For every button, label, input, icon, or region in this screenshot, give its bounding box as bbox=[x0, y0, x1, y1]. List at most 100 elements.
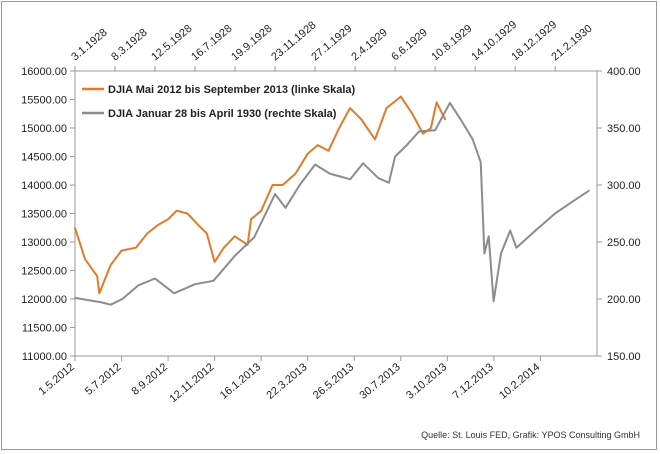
series-1-point bbox=[360, 118, 363, 121]
top-tick-label: 3.1.1928 bbox=[69, 27, 110, 64]
right-tick-label: 200.00 bbox=[607, 294, 641, 306]
series-2-point bbox=[234, 254, 236, 257]
series-2-point bbox=[449, 102, 451, 104]
series-1-point bbox=[435, 101, 438, 104]
source-note: Quelle: St. Louis FED, Grafik: YPOS Cons… bbox=[421, 430, 640, 440]
series-2-point bbox=[253, 236, 255, 239]
left-tick-label: 11500.00 bbox=[22, 323, 67, 335]
series-2-point bbox=[509, 229, 512, 232]
series-2-point bbox=[154, 277, 156, 280]
series-1-point bbox=[74, 227, 76, 229]
top-tick-label: 10.8.1929 bbox=[429, 23, 474, 64]
right-tick-label: 150.00 bbox=[607, 351, 641, 363]
series-2-point bbox=[194, 283, 196, 286]
series-1-point bbox=[374, 138, 376, 141]
left-tick-label: 15000.00 bbox=[21, 123, 67, 135]
series-1-point bbox=[385, 107, 388, 109]
series-group bbox=[74, 95, 590, 306]
series-1-point bbox=[84, 258, 86, 260]
series-2-point bbox=[487, 235, 490, 238]
series-1-point bbox=[223, 246, 225, 249]
series-1-point bbox=[260, 209, 263, 212]
series-1-point bbox=[167, 218, 169, 220]
right-tick-label: 250.00 bbox=[607, 237, 641, 249]
top-tick-label: 12.5.1928 bbox=[149, 23, 194, 64]
bottom-tick-label: 12.11.2012 bbox=[167, 361, 216, 405]
series-2-point bbox=[274, 193, 276, 195]
series-1-point bbox=[135, 246, 137, 249]
series-1-point bbox=[98, 292, 101, 295]
legend: DJIA Mai 2012 bis September 2013 (linke … bbox=[82, 84, 356, 120]
top-tick-label: 16.7.1928 bbox=[189, 23, 234, 64]
left-tick-label: 13000.00 bbox=[21, 237, 67, 249]
bottom-tick-label: 1.5.2012 bbox=[36, 361, 77, 398]
series-1-line bbox=[74, 95, 447, 295]
bottom-tick-label: 10.2.2014 bbox=[497, 361, 542, 402]
series-2-point bbox=[298, 184, 301, 186]
series-1-point bbox=[281, 184, 284, 186]
series-1-point bbox=[120, 249, 123, 252]
series-2-point bbox=[483, 252, 486, 255]
bottom-tick-label: 5.7.2012 bbox=[83, 361, 124, 398]
bottom-tick-label: 22.3.2013 bbox=[264, 361, 309, 402]
series-1-point bbox=[400, 95, 402, 98]
series-2-point bbox=[492, 300, 495, 303]
bottom-tick-label: 3.10.2013 bbox=[404, 361, 449, 402]
top-tick-label: 8.3.1928 bbox=[109, 27, 150, 64]
series-1-point bbox=[444, 118, 447, 121]
series-1-point bbox=[306, 152, 309, 155]
series-2-point bbox=[554, 212, 556, 215]
right-axis-ticks: 150.00 200.00 250.00 300.00 350.00 400.00 bbox=[597, 66, 641, 363]
series-1-point bbox=[430, 127, 432, 129]
bottom-tick-label: 30.7.2013 bbox=[358, 361, 403, 402]
series-1-point bbox=[422, 132, 424, 135]
series-1-point bbox=[271, 184, 274, 186]
left-tick-label: 14500.00 bbox=[21, 152, 67, 164]
series-1-point bbox=[233, 235, 236, 238]
series-1-point bbox=[186, 212, 189, 215]
series-1-point bbox=[146, 232, 149, 235]
left-tick-label: 12000.00 bbox=[21, 294, 67, 306]
series-2-point bbox=[515, 246, 518, 249]
series-1-point bbox=[110, 264, 112, 266]
series-2-point bbox=[329, 172, 331, 175]
series-2-point bbox=[388, 181, 390, 184]
series-2-point bbox=[434, 129, 436, 132]
bottom-tick-label: 7.12.2013 bbox=[451, 361, 496, 402]
series-2-point bbox=[137, 284, 140, 287]
series-2-point bbox=[500, 252, 502, 255]
series-2-point bbox=[479, 161, 482, 163]
series-1-point bbox=[338, 127, 341, 129]
left-tick-label: 16000.00 bbox=[21, 66, 67, 78]
series-1-point bbox=[96, 275, 98, 278]
top-axis-ticks: 3.1.1928 8.3.1928 12.5.192816.7.192819.9.1… bbox=[69, 19, 595, 71]
series-1-point bbox=[411, 113, 414, 115]
series-2-point bbox=[173, 292, 175, 295]
series-1-point bbox=[327, 150, 330, 152]
series-2-line bbox=[74, 101, 590, 306]
series-2-point bbox=[459, 118, 462, 120]
left-tick-label: 15500.00 bbox=[21, 95, 67, 107]
series-2-point bbox=[534, 229, 537, 232]
series-2-point bbox=[74, 297, 76, 299]
series-2-point bbox=[362, 162, 364, 165]
left-tick-label: 13500.00 bbox=[21, 209, 67, 221]
series-1-point bbox=[175, 209, 178, 212]
left-axis-ticks: 11000.00 11500.00 12000.00 12500.00 13000.00… bbox=[21, 66, 75, 363]
bottom-tick-label: 16.1.2013 bbox=[218, 361, 263, 402]
legend-label-series-1: DJIA Mai 2012 bis September 2013 (linke … bbox=[108, 84, 356, 96]
series-2-point bbox=[284, 207, 287, 209]
series-2-point bbox=[109, 303, 112, 306]
series-2-point bbox=[314, 163, 316, 166]
series-1-point bbox=[213, 261, 216, 263]
series-2-point bbox=[212, 280, 215, 282]
top-tick-label: 19.9.1928 bbox=[229, 23, 274, 64]
series-2-point bbox=[571, 201, 573, 203]
top-tick-label: 2.4.1929 bbox=[349, 27, 390, 64]
right-tick-label: 350.00 bbox=[607, 123, 641, 135]
series-1-point bbox=[349, 107, 351, 109]
series-1-point bbox=[157, 224, 159, 226]
series-2-point bbox=[349, 178, 352, 181]
